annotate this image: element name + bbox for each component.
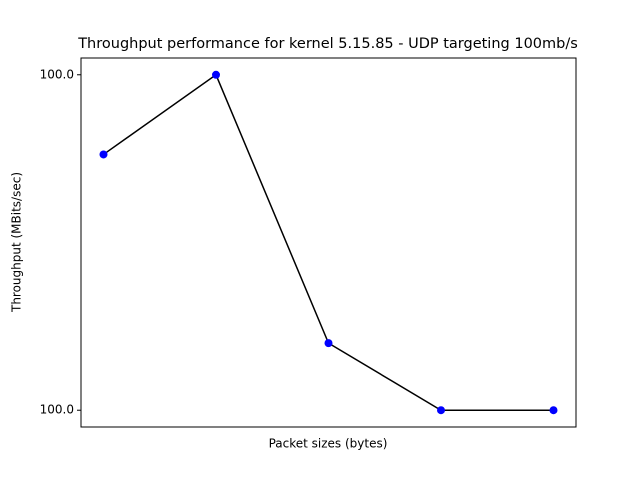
x-axis-label: Packet sizes (bytes) bbox=[269, 437, 388, 451]
y-tick-label: 100.0 bbox=[40, 403, 74, 417]
y-tick-label: 100.0 bbox=[40, 67, 74, 81]
data-point bbox=[212, 70, 220, 79]
data-point bbox=[324, 339, 333, 348]
chart-title: Throughput performance for kernel 5.15.8… bbox=[77, 36, 578, 52]
data-point bbox=[437, 406, 445, 415]
data-point bbox=[99, 150, 108, 159]
plot-frame bbox=[80, 57, 577, 428]
data-point bbox=[549, 406, 558, 415]
y-axis-label: Throughput (MBits/sec) bbox=[10, 172, 24, 313]
data-line bbox=[103, 73, 554, 411]
